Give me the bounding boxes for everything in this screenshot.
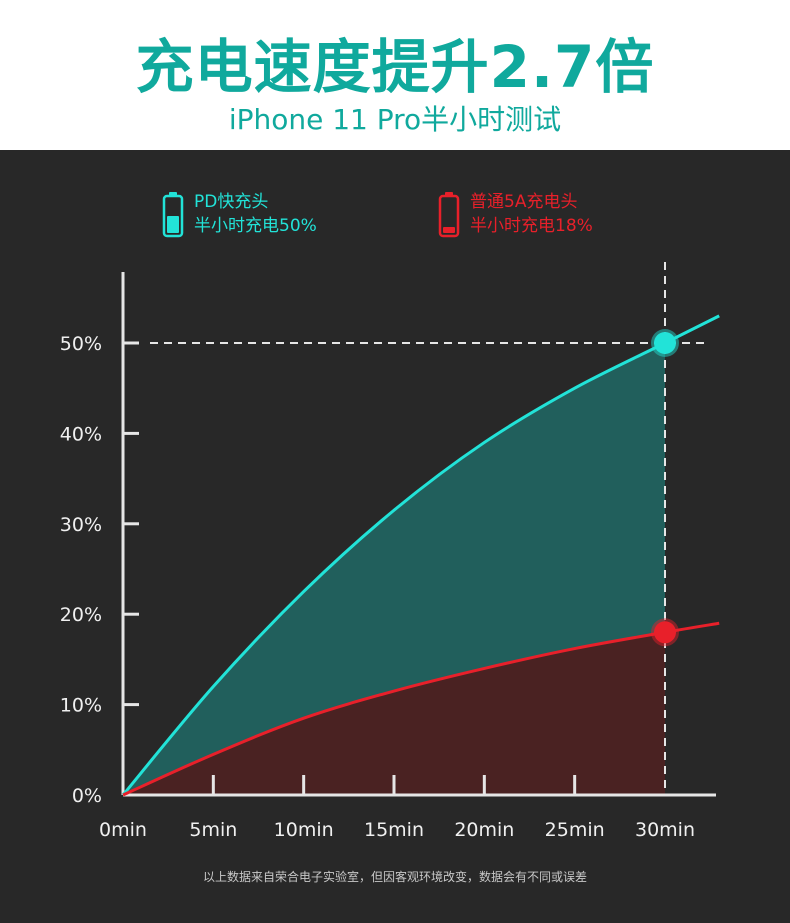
x-tick-label: 10min bbox=[274, 819, 334, 841]
pd-series-line bbox=[121, 314, 720, 796]
line-chart: 0% 10% 20% 30% 40% 50% 0min 5min 10min 15min 20min… bbox=[60, 262, 720, 841]
legend-sublabel: 半小时充电50% bbox=[194, 216, 317, 236]
legend-sublabel: 半小时充电18% bbox=[470, 216, 593, 236]
x-tick-label: 25min bbox=[545, 819, 605, 841]
normal-area-fill bbox=[123, 632, 665, 795]
normal-series-line bbox=[122, 621, 720, 797]
y-tick-label: 40% bbox=[60, 423, 102, 445]
x-tick-label: 0min bbox=[99, 819, 147, 841]
page-title: 充电速度提升2.7倍 bbox=[135, 33, 655, 101]
battery-low-icon bbox=[438, 192, 460, 238]
y-tick-label: 50% bbox=[60, 333, 102, 355]
page-subtitle: iPhone 11 Pro半小时测试 bbox=[228, 103, 562, 136]
x-tick-label: 30min bbox=[635, 819, 695, 841]
x-tick-label: 5min bbox=[189, 819, 237, 841]
y-tick-label: 20% bbox=[60, 604, 102, 626]
y-tick-label: 30% bbox=[60, 514, 102, 536]
normal-marker-point bbox=[654, 621, 676, 644]
x-tick-label: 15min bbox=[364, 819, 424, 841]
pd-area-fill bbox=[123, 343, 665, 795]
header: 充电速度提升2.7倍 iPhone 11 Pro半小时测试 bbox=[0, 0, 790, 150]
pd-marker-point bbox=[654, 332, 676, 354]
y-tick-label: 10% bbox=[60, 695, 102, 717]
legend-label: 普通5A充电头 bbox=[470, 192, 578, 212]
chart-panel: PD快充头 半小时充电50% 普通5A充电头 半小时充电18% 0% 10% 20%… bbox=[0, 150, 790, 923]
x-tick-label: 20min bbox=[454, 819, 514, 841]
legend-label: PD快充头 bbox=[194, 192, 269, 212]
y-tick-label: 0% bbox=[72, 785, 102, 807]
battery-high-icon bbox=[162, 192, 184, 238]
footnote: 以上数据来自荣合电子实验室，但因客观环境改变，数据会有不同或误差 bbox=[202, 870, 587, 884]
